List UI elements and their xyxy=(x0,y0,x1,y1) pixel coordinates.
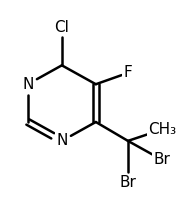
Text: N: N xyxy=(22,77,33,92)
Text: F: F xyxy=(124,65,132,80)
Text: Br: Br xyxy=(153,152,170,167)
Text: CH₃: CH₃ xyxy=(148,122,176,137)
Text: Br: Br xyxy=(120,175,136,190)
Text: Cl: Cl xyxy=(54,20,69,35)
Text: N: N xyxy=(56,133,68,148)
